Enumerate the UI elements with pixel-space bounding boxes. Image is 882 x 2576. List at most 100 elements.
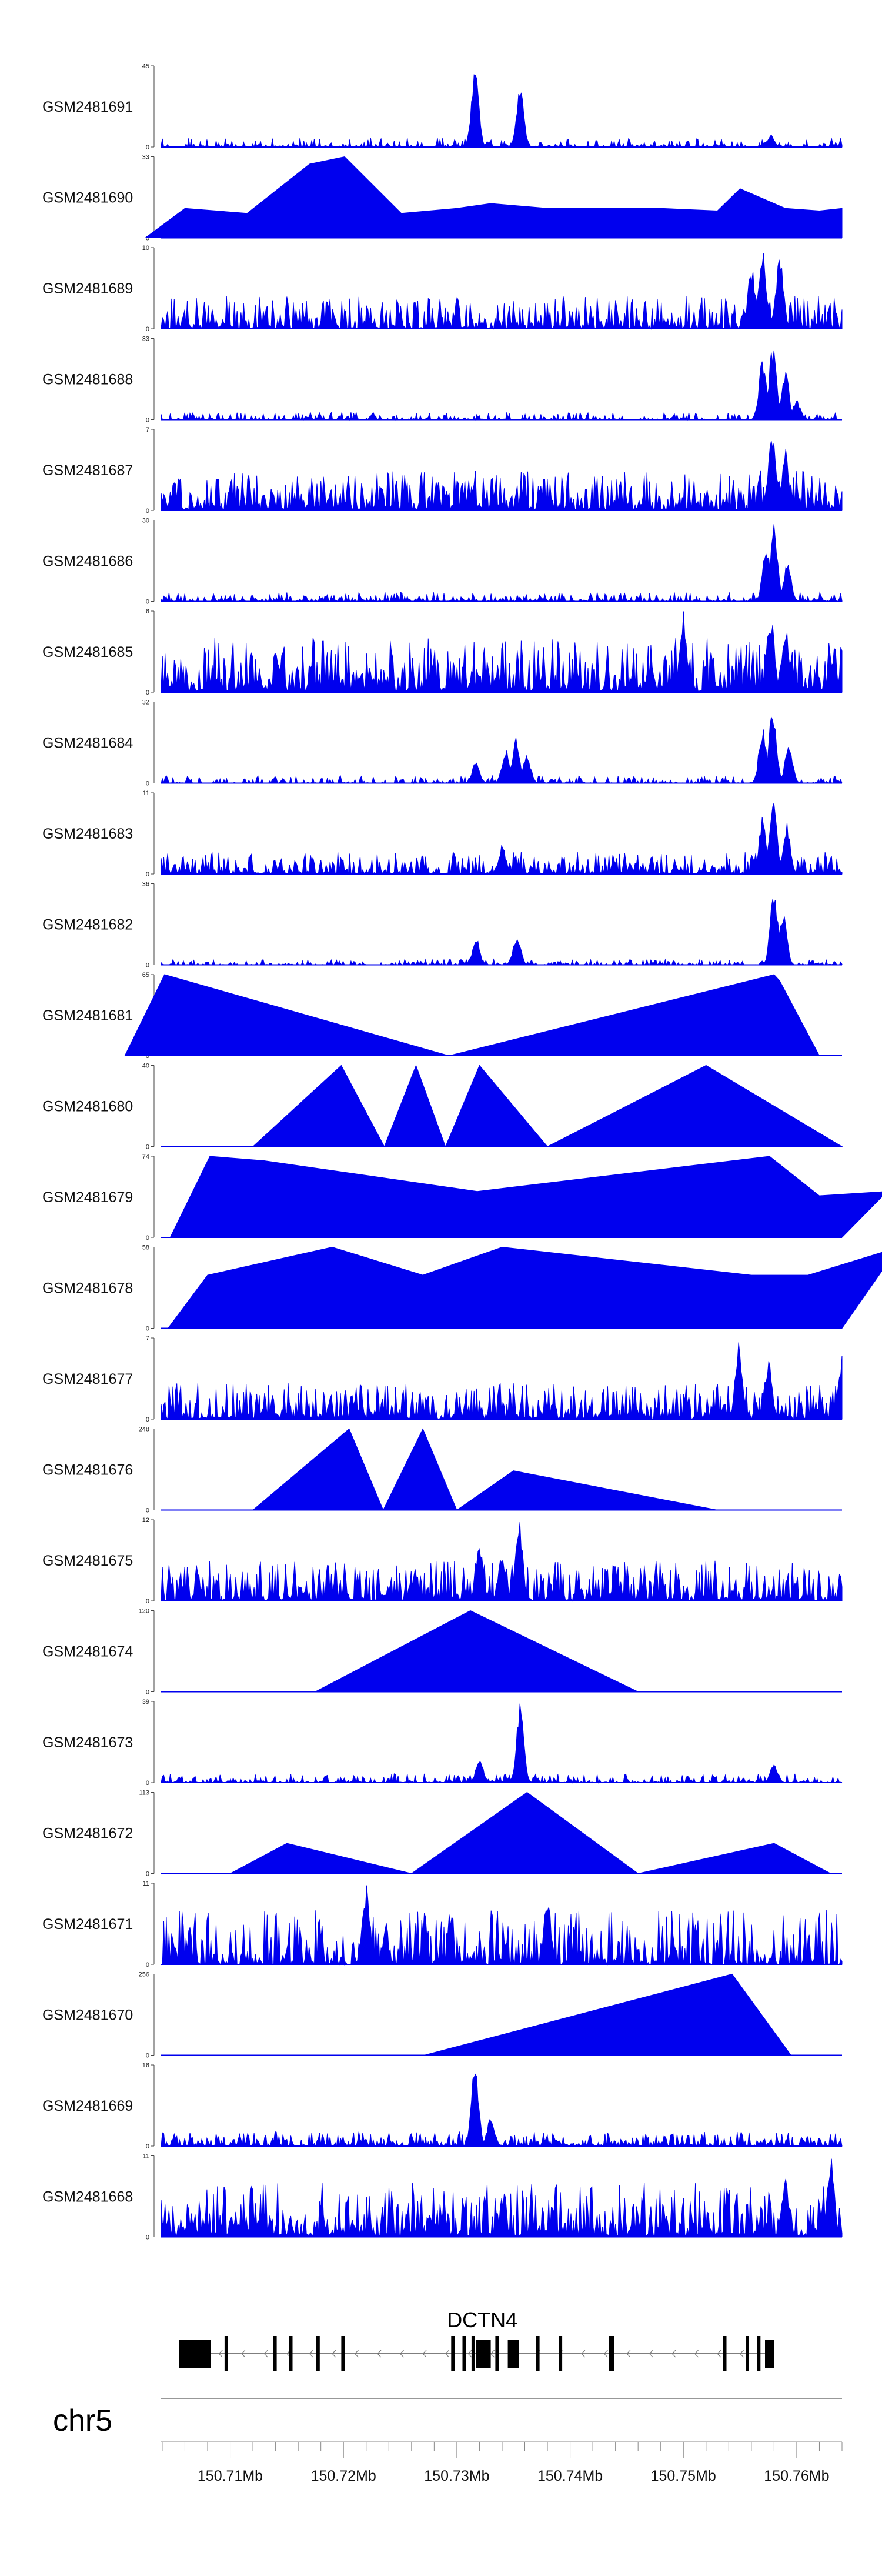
y-min-label: 0 xyxy=(146,2053,149,2060)
y-min-label: 0 xyxy=(146,508,149,515)
y-min-label: 0 xyxy=(146,871,149,878)
coverage-area xyxy=(161,611,843,693)
coverage-area xyxy=(161,350,843,421)
x-tick-label: 150.72Mb xyxy=(311,2468,376,2484)
exon xyxy=(273,2336,277,2371)
y-min-label: 0 xyxy=(146,1416,149,1423)
exon xyxy=(462,2336,466,2371)
strand-arrow xyxy=(263,2350,268,2358)
y-min-label: 0 xyxy=(146,1871,149,1878)
exon xyxy=(536,2336,540,2371)
y-max-label: 32 xyxy=(142,699,149,706)
track: GSM2481687 7 0 xyxy=(42,426,843,515)
exon xyxy=(765,2340,774,2368)
strand-arrow xyxy=(671,2350,676,2358)
y-min-label: 0 xyxy=(146,689,149,696)
track-label: GSM2481671 xyxy=(42,1916,133,1933)
exon xyxy=(723,2336,727,2371)
track: GSM2481669 16 0 xyxy=(42,2062,843,2150)
exon xyxy=(471,2336,475,2371)
coverage-area xyxy=(161,1342,843,1420)
y-max-label: 120 xyxy=(139,1608,149,1615)
track: GSM2481689 10 0 xyxy=(42,245,843,333)
track-label: GSM2481685 xyxy=(42,644,133,660)
track-label: GSM2481686 xyxy=(42,553,133,570)
y-min-label: 0 xyxy=(146,144,149,151)
y-max-label: 58 xyxy=(142,1244,149,1252)
track: GSM2481683 11 0 xyxy=(42,790,843,878)
y-min-label: 0 xyxy=(146,1144,149,1151)
y-min-label: 0 xyxy=(146,2143,149,2150)
exon xyxy=(559,2336,563,2371)
coverage-area xyxy=(275,1610,678,1692)
y-max-label: 30 xyxy=(142,518,149,525)
track-label: GSM2481675 xyxy=(42,1553,133,1569)
track: GSM2481684 32 0 xyxy=(42,699,843,788)
strand-arrow xyxy=(332,2350,336,2358)
strand-arrow xyxy=(445,2350,450,2358)
strand-arrow xyxy=(717,2350,721,2358)
y-min-label: 0 xyxy=(146,1507,149,1514)
track-label: GSM2481672 xyxy=(42,1826,133,1842)
y-max-label: 11 xyxy=(143,2153,149,2160)
y-max-label: 39 xyxy=(142,1699,149,1706)
coverage-area xyxy=(161,899,843,966)
track-label: GSM2481681 xyxy=(42,1007,133,1024)
x-tick-label: 150.74Mb xyxy=(537,2468,603,2484)
coverage-area xyxy=(161,74,843,148)
strand-arrow xyxy=(694,2350,699,2358)
track: GSM2481673 39 0 xyxy=(42,1699,843,1787)
strand-arrow xyxy=(580,2350,586,2358)
track-label: GSM2481691 xyxy=(42,99,133,115)
coverage-area xyxy=(144,156,843,238)
y-max-label: 7 xyxy=(146,426,149,433)
track: GSM2481671 11 0 xyxy=(42,1880,843,1968)
coverage-area xyxy=(213,1428,757,1511)
y-max-label: 33 xyxy=(142,154,149,161)
y-min-label: 0 xyxy=(146,326,149,333)
coverage-area xyxy=(191,1791,842,1874)
coverage-area xyxy=(161,1703,843,1784)
track: GSM2481670 256 0 xyxy=(42,1971,842,2060)
exon xyxy=(316,2336,320,2371)
track: GSM2481668 11 0 xyxy=(42,2153,843,2241)
strand-arrow xyxy=(467,2350,472,2358)
y-min-label: 0 xyxy=(146,417,149,424)
strand-arrow xyxy=(739,2350,744,2358)
track-label: GSM2481688 xyxy=(42,372,133,388)
exon xyxy=(289,2336,293,2371)
coverage-area xyxy=(161,802,843,875)
strand-arrow xyxy=(399,2350,404,2358)
track-label: GSM2481669 xyxy=(42,2098,133,2114)
genome-axis: chr5 150.71Mb 150.72Mb 150.73Mb 150.74Mb 150… xyxy=(53,2398,843,2484)
y-min-label: 0 xyxy=(146,599,149,606)
y-max-label: 113 xyxy=(139,1790,149,1797)
y-max-label: 33 xyxy=(142,336,149,343)
coverage-area xyxy=(161,253,843,330)
strand-arrow xyxy=(422,2350,427,2358)
coverage-area xyxy=(167,1246,882,1329)
exon xyxy=(224,2336,228,2371)
y-max-label: 36 xyxy=(142,881,149,888)
x-tick-label: 150.71Mb xyxy=(198,2468,263,2484)
y-max-label: 11 xyxy=(143,1880,149,1887)
exon xyxy=(507,2340,519,2368)
track-label: GSM2481690 xyxy=(42,190,133,206)
track-label: GSM2481678 xyxy=(42,1280,133,1297)
exon xyxy=(495,2336,499,2371)
gene-track: DCTN4 xyxy=(179,2308,774,2371)
y-min-label: 0 xyxy=(146,2234,149,2241)
y-max-label: 16 xyxy=(142,2062,149,2069)
y-max-label: 11 xyxy=(143,790,149,797)
y-min-label: 0 xyxy=(146,780,149,788)
exon xyxy=(746,2336,749,2371)
exon xyxy=(476,2340,491,2368)
strand-arrow xyxy=(490,2350,495,2358)
track: GSM2481681 65 0 xyxy=(42,972,842,1060)
coverage-area xyxy=(384,1973,831,2056)
x-tick-label: 150.75Mb xyxy=(651,2468,716,2484)
strand-arrow xyxy=(626,2350,631,2358)
coverage-area xyxy=(213,1065,843,1147)
y-max-label: 248 xyxy=(139,1426,149,1433)
track: GSM2481677 7 0 xyxy=(42,1335,843,1423)
